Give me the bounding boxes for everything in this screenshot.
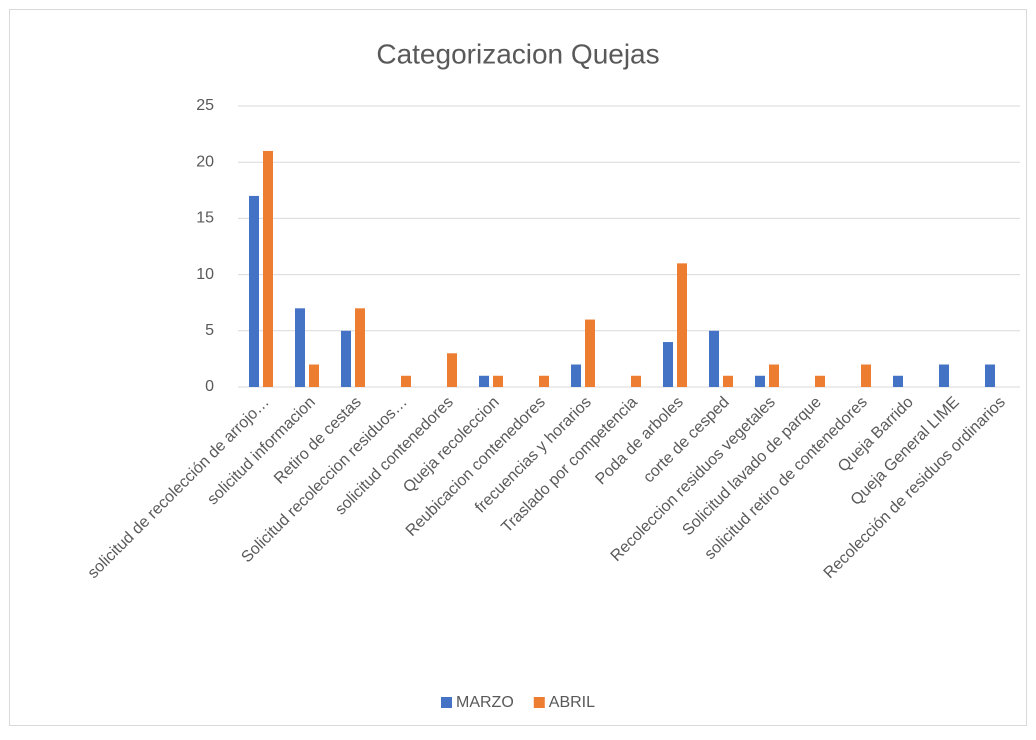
y-tick-label: 15 — [196, 210, 214, 227]
y-tick-label: 0 — [205, 378, 214, 395]
bar — [479, 375, 489, 387]
chart-frame — [9, 9, 1027, 726]
bar — [815, 375, 825, 387]
bar — [447, 353, 457, 387]
legend-label: ABRIL — [549, 694, 595, 711]
y-tick-label: 10 — [196, 266, 214, 283]
bar — [585, 319, 595, 387]
bar — [631, 375, 641, 387]
bar — [295, 308, 305, 387]
bar — [723, 375, 733, 387]
bar — [493, 375, 503, 387]
bar — [341, 330, 351, 387]
bar — [663, 342, 673, 387]
bar — [249, 195, 259, 387]
bar — [309, 364, 319, 387]
bar — [893, 375, 903, 387]
legend-label: MARZO — [456, 694, 514, 711]
bar — [355, 308, 365, 387]
bar — [985, 364, 995, 387]
legend-swatch — [441, 697, 452, 708]
bar — [769, 364, 779, 387]
bar — [709, 330, 719, 387]
bar — [755, 375, 765, 387]
bar — [401, 375, 411, 387]
bar — [861, 364, 871, 387]
chart-title: Categorizacion Quejas — [376, 38, 659, 69]
bar — [263, 150, 273, 387]
y-tick-label: 20 — [196, 153, 214, 170]
legend-swatch — [533, 697, 545, 708]
bar — [539, 375, 549, 387]
bar — [677, 263, 687, 387]
bar — [939, 364, 949, 387]
bar — [571, 364, 581, 387]
y-tick-label: 25 — [196, 97, 214, 114]
y-tick-label: 5 — [205, 322, 214, 339]
